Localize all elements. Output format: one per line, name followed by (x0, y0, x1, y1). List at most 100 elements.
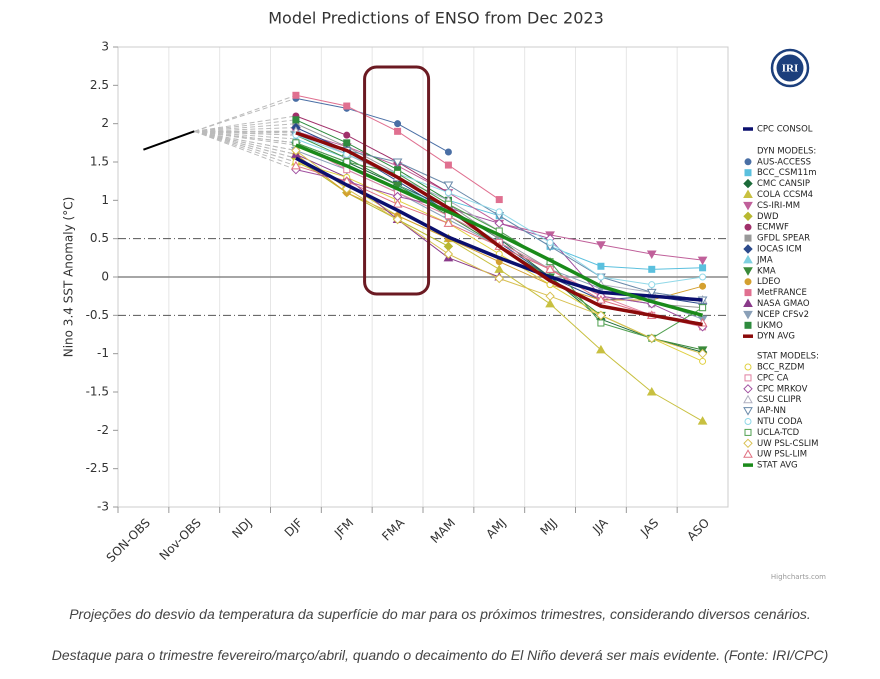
legend-label: IOCAS ICM (757, 245, 802, 255)
marker (743, 254, 753, 264)
marker (545, 264, 555, 273)
y-tick-label: -2.5 (86, 461, 109, 475)
marker (596, 294, 606, 304)
series-line (295, 97, 449, 153)
marker (743, 211, 753, 222)
legend-label: CMC CANSIP (757, 179, 810, 189)
marker (699, 273, 707, 281)
marker (494, 264, 505, 273)
marker (292, 91, 300, 99)
legend-label: LDEO (757, 277, 781, 287)
marker (699, 264, 707, 272)
connector (194, 123, 296, 132)
y-tick-label: -1 (97, 346, 109, 360)
legend-label: JMA (756, 255, 773, 265)
marker (744, 223, 752, 231)
legend-heading: DYN MODELS: (757, 146, 816, 156)
marker (597, 262, 605, 270)
legend-label: UCLA-TCD (757, 428, 800, 438)
connector (194, 119, 296, 132)
marker (743, 384, 753, 394)
marker (646, 386, 657, 396)
marker (744, 289, 752, 297)
marker (444, 148, 452, 156)
legend-label: MetFRANCE (757, 288, 807, 298)
connector (194, 94, 297, 132)
y-tick-label: 0 (101, 270, 109, 284)
legend-label: NASA GMAO (757, 299, 810, 309)
marker (744, 278, 752, 286)
marker (394, 120, 402, 128)
marker (597, 319, 605, 327)
marker (647, 333, 657, 344)
y-tick-label: 1 (101, 193, 109, 207)
connector (194, 130, 297, 171)
legend-label: COLA CCSM4 (757, 190, 813, 200)
marker (743, 189, 753, 198)
legend-label: UW PSL-CSLIM (757, 439, 818, 449)
connector (194, 130, 296, 136)
marker (443, 241, 454, 252)
y-tick-label: -2 (97, 423, 109, 437)
marker (743, 244, 753, 254)
x-tick-label: DJF (282, 516, 306, 540)
x-tick-label: MJJ (537, 516, 559, 538)
y-tick-label: 0.5 (90, 231, 109, 245)
marker (648, 265, 656, 273)
legend-label: CPC MRKOV (757, 384, 808, 394)
marker (744, 169, 752, 177)
marker (291, 160, 301, 170)
marker (343, 131, 351, 139)
x-tick-label: AMJ (483, 516, 509, 542)
marker (743, 394, 753, 404)
connector (194, 130, 296, 140)
legend-label: BCC_CSM11m (757, 168, 817, 178)
marker (699, 357, 707, 365)
legend-label: IAP-NN (757, 406, 786, 416)
marker (292, 116, 300, 124)
chart-title: Model Predictions of ENSO from Dec 2023 (268, 9, 604, 28)
marker (444, 189, 452, 197)
connector (194, 130, 297, 159)
marker (546, 239, 554, 246)
connector (194, 130, 297, 151)
marker (646, 288, 657, 298)
series-line (295, 115, 449, 194)
y-tick-label: -3 (97, 500, 109, 514)
marker (699, 304, 707, 312)
marker (648, 281, 656, 289)
marker (646, 250, 657, 260)
legend-label: CS-IRI-MM (757, 201, 800, 211)
legend-label: DYN AVG (757, 332, 795, 342)
marker (744, 428, 752, 436)
legend-label: KMA (757, 266, 776, 276)
y-axis-label: Nino 3.4 SST Anomaly (°C) (62, 197, 76, 358)
marker (697, 256, 708, 266)
legend-label: ECMWF (757, 223, 789, 233)
x-tick-label: NDJ (229, 516, 254, 541)
y-tick-label: 2.5 (90, 78, 109, 92)
marker (744, 158, 752, 166)
marker (495, 196, 503, 204)
connector (194, 127, 296, 132)
marker (743, 178, 753, 189)
marker (596, 310, 606, 321)
connector (194, 130, 297, 163)
marker (699, 282, 707, 290)
connector (194, 130, 297, 167)
marker (444, 161, 452, 169)
marker (495, 208, 503, 216)
y-tick-label: -0.5 (86, 308, 109, 322)
x-tick-label: JJA (589, 515, 611, 537)
legend-label: NTU CODA (757, 417, 802, 427)
x-tick-label: SON-OBS (104, 516, 153, 565)
marker (743, 201, 753, 211)
y-tick-label: 1.5 (90, 155, 109, 169)
marker (743, 310, 753, 320)
logo-text: IRI (782, 63, 799, 75)
x-tick-label: ASO (684, 516, 712, 544)
marker (697, 348, 708, 359)
marker (743, 298, 753, 307)
connector (194, 130, 296, 146)
legend-label: CPC CONSOL (757, 125, 813, 135)
